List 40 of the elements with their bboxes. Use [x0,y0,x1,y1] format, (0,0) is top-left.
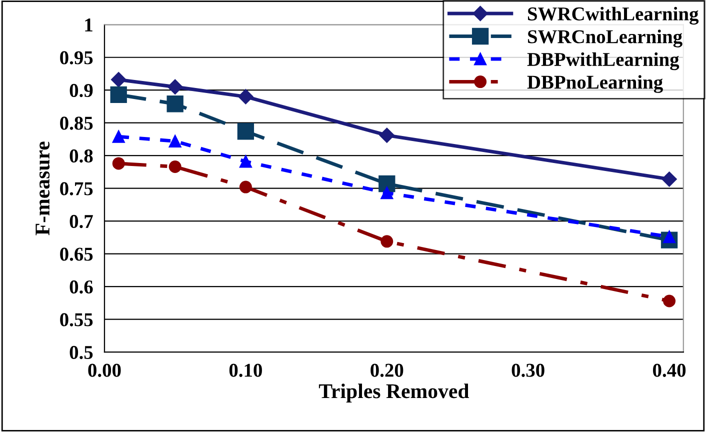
x-tick-label: 0.30 [512,364,544,377]
point [111,72,126,88]
point [110,86,127,104]
point [112,130,125,143]
point [238,89,254,104]
legend-label: SWRCwithLearning [528,6,699,25]
point [168,160,182,173]
y-tick-label: 0.65 [60,248,93,261]
legend-label: DBPnoLearning [527,75,663,93]
point [378,175,396,192]
y-tick-label: 0.85 [60,116,93,130]
point [168,134,182,148]
y-tick-label: 0.7 [70,214,93,228]
x-axis-title: Triples Removed [318,384,470,402]
legend-label: SWRCnoLearning [528,30,682,48]
x-tick-label: 0.20 [370,364,404,377]
y-tick-label: 0.95 [60,51,93,64]
point [166,96,184,112]
point [112,157,125,170]
y-tick-label: 0.6 [70,280,93,294]
y-axis-title: F-measure [36,142,50,236]
point [380,235,394,248]
point [380,186,394,200]
y-tick-label: 0.9 [70,84,93,98]
point [239,155,252,168]
x-tick-label: 0.00 [88,364,121,377]
legend-label: DBPwithLearning [527,52,680,70]
point [168,79,183,94]
y-tick-label: 0.5 [70,346,93,360]
x-tick-label: 0.40 [653,364,686,377]
x-tick-label: 0.10 [229,364,262,377]
point [237,123,254,140]
point [379,128,394,143]
y-tick-label: 1 [85,18,92,32]
y-tick-label: 0.55 [60,313,93,326]
y-tick-label: 0.8 [70,149,93,163]
point [663,294,676,308]
point [239,180,252,194]
y-tick-label: 0.75 [60,182,93,196]
point [662,172,677,187]
